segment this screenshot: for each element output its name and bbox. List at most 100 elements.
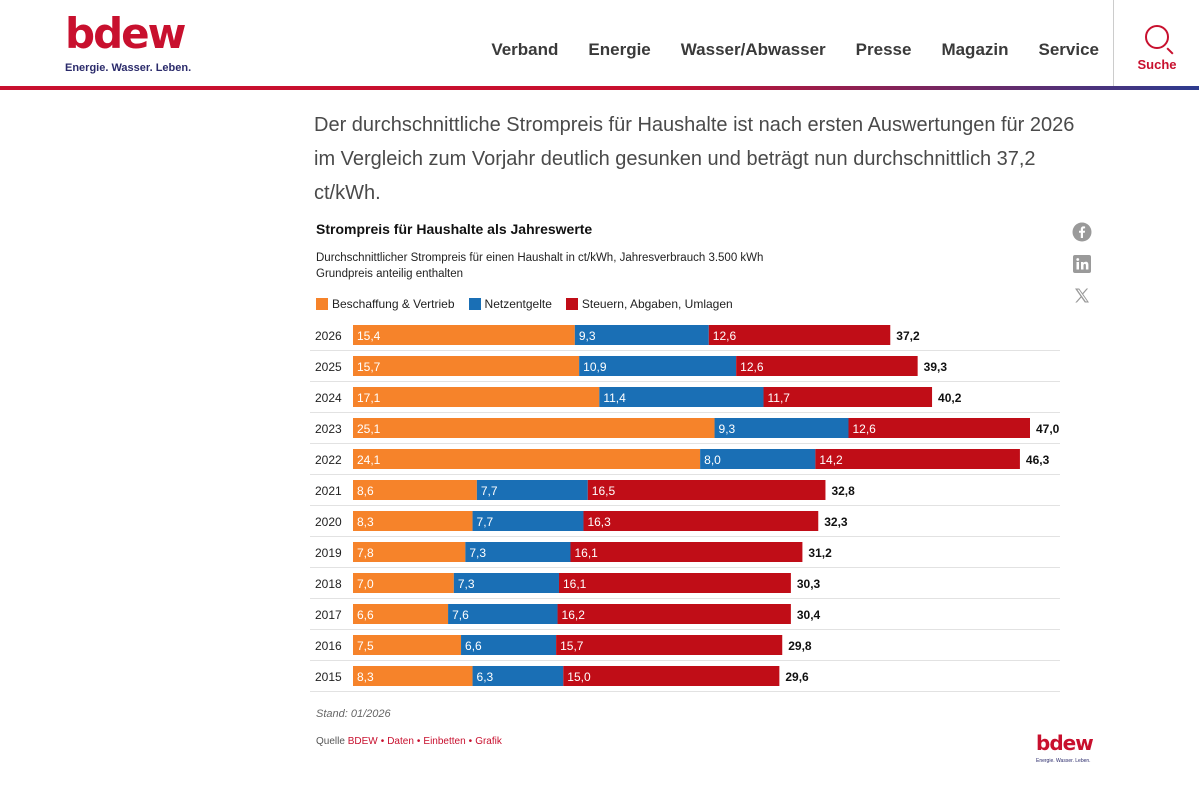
bar-segment-netzentgelte	[453, 573, 559, 593]
segment-value-label: 16,1	[563, 577, 587, 591]
segment-value-label: 7,3	[469, 546, 486, 560]
year-label: 2017	[315, 608, 342, 622]
x-icon[interactable]	[1072, 286, 1092, 306]
legend-item-netzentgelte[interactable]: Netzentgelte	[468, 297, 552, 311]
chart-subtitle-line2: Grundpreis anteilig enthalten	[316, 268, 464, 280]
segment-value-label: 16,2	[562, 608, 586, 622]
bar-segment-steuern	[558, 573, 791, 593]
source-prefix: Quelle	[316, 736, 345, 747]
intro-text: Der durchschnittliche Strompreis für Hau…	[314, 114, 1075, 204]
segment-value-label: 12,6	[713, 329, 737, 343]
nav-item-service[interactable]: Service	[1038, 40, 1100, 59]
grafik-link[interactable]: Grafik	[475, 736, 502, 747]
search-icon	[1145, 25, 1169, 49]
total-value-label: 31,2	[808, 546, 832, 560]
bdew-logo[interactable]: bdew Energie. Wasser. Leben.	[65, 12, 195, 82]
segment-value-label: 15,7	[560, 639, 584, 653]
legend-label-steuern: Steuern, Abgaben, Umlagen	[581, 297, 733, 311]
segment-value-label: 8,6	[357, 484, 374, 498]
source-bdew-link[interactable]: BDEW	[347, 736, 378, 747]
bar-segment-netzentgelte	[714, 418, 849, 438]
year-label: 2024	[315, 391, 342, 405]
linkedin-icon[interactable]	[1072, 254, 1092, 274]
separator-dot: •	[416, 736, 421, 747]
segment-value-label: 6,6	[357, 608, 374, 622]
site-header: bdew Energie. Wasser. Leben. Verband Ene…	[0, 0, 1199, 86]
logo-wordmark: bdew	[65, 9, 186, 58]
bar-segment-steuern	[848, 418, 1030, 438]
year-label: 2016	[315, 639, 342, 653]
segment-value-label: 11,7	[768, 391, 791, 405]
separator-dot: •	[380, 736, 385, 747]
nav-item-energie[interactable]: Energie	[588, 40, 651, 59]
nav-item-wasser-abwasser[interactable]: Wasser/Abwasser	[680, 40, 826, 59]
legend-swatch-red	[565, 298, 578, 310]
bar-segment-beschaffung	[353, 511, 473, 531]
bar-segment-beschaffung	[353, 635, 462, 655]
segment-value-label: 6,3	[477, 670, 494, 684]
bar-segment-beschaffung	[353, 604, 449, 624]
total-value-label: 32,3	[824, 515, 848, 529]
nav-item-magazin[interactable]: Magazin	[941, 40, 1009, 59]
logo-small-claim: Energie. Wasser. Leben.	[1036, 758, 1091, 764]
einbetten-link[interactable]: Einbetten	[423, 736, 466, 747]
bar-segment-beschaffung	[353, 480, 477, 500]
chart-title: Strompreis für Haushalte als Jahreswerte	[316, 221, 593, 237]
separator-dot: •	[468, 736, 473, 747]
total-value-label: 37,2	[896, 329, 920, 343]
legend-label-netzentgelte: Netzentgelte	[484, 297, 552, 311]
bar-segment-beschaffung	[353, 418, 715, 438]
bar-segment-beschaffung	[353, 666, 473, 686]
segment-value-label: 11,4	[603, 391, 626, 405]
logo-claim: Energie. Wasser. Leben.	[65, 62, 192, 74]
bar-segment-netzentgelte	[461, 635, 557, 655]
daten-link[interactable]: Daten	[387, 736, 414, 747]
chart-stand: Stand: 01/2026	[316, 708, 391, 720]
nav-item-presse[interactable]: Presse	[855, 40, 912, 59]
search-button[interactable]: Suche	[1113, 0, 1199, 86]
total-value-label: 47,0	[1036, 422, 1060, 436]
segment-value-label: 15,7	[357, 360, 381, 374]
bar-segment-steuern	[556, 635, 783, 655]
segment-value-label: 9,3	[719, 422, 736, 436]
chart-source: Quelle BDEW • Daten • Einbetten • Grafik	[316, 736, 502, 747]
segment-value-label: 7,0	[357, 577, 374, 591]
year-label: 2015	[315, 670, 342, 684]
bar-segment-netzentgelte	[465, 542, 571, 562]
bar-segment-steuern	[557, 604, 791, 624]
bar-segment-beschaffung	[353, 356, 580, 376]
segment-value-label: 7,5	[357, 639, 374, 653]
chart-subtitle: Durchschnittlicher Strompreis für einen …	[316, 250, 876, 282]
bar-segment-netzentgelte	[448, 604, 558, 624]
chart-legend: Beschaffung & Vertrieb Netzentgelte Steu…	[316, 297, 733, 311]
segment-value-label: 25,1	[357, 422, 381, 436]
bar-segment-steuern	[708, 325, 891, 345]
segment-value-label: 15,0	[567, 670, 591, 684]
logo-small-wordmark: bdew	[1036, 731, 1094, 755]
total-value-label: 39,3	[924, 360, 948, 374]
segment-value-label: 8,3	[357, 670, 374, 684]
legend-item-beschaffung[interactable]: Beschaffung & Vertrieb	[316, 297, 455, 311]
bar-segment-beschaffung	[353, 387, 600, 407]
segment-value-label: 9,3	[579, 329, 596, 343]
total-value-label: 46,3	[1026, 453, 1050, 467]
chart-subtitle-line1: Durchschnittlicher Strompreis für einen …	[316, 252, 764, 264]
facebook-icon[interactable]	[1072, 222, 1092, 242]
legend-swatch-blue	[468, 298, 481, 310]
bar-segment-steuern	[563, 666, 780, 686]
nav-item-verband[interactable]: Verband	[491, 40, 559, 59]
bar-segment-beschaffung	[353, 325, 575, 345]
total-value-label: 40,2	[938, 391, 962, 405]
year-label: 2019	[315, 546, 342, 560]
segment-value-label: 7,8	[357, 546, 374, 560]
bar-segment-netzentgelte	[579, 356, 737, 376]
segment-value-label: 6,6	[465, 639, 482, 653]
segment-value-label: 8,0	[704, 453, 721, 467]
year-label: 2018	[315, 577, 342, 591]
legend-swatch-orange	[316, 298, 328, 310]
bar-segment-netzentgelte	[472, 511, 584, 531]
segment-value-label: 24,1	[357, 453, 381, 467]
legend-item-steuern[interactable]: Steuern, Abgaben, Umlagen	[565, 297, 733, 311]
segment-value-label: 17,1	[357, 391, 381, 405]
bar-segment-netzentgelte	[472, 666, 564, 686]
